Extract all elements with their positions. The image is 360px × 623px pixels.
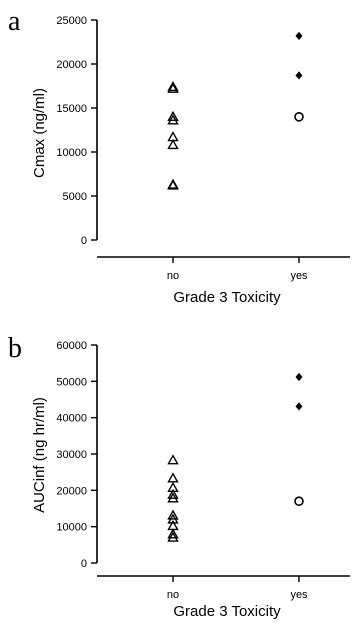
panel-a-point-triangle [167,80,179,92]
panel-a-point-triangle [167,82,179,93]
panel-a-plot-area: 0 5000 10000 15000 20000 25000 no yes [56,15,350,282]
panel-b-y-tick-label: 30000 [56,449,87,461]
panel-b-point-triangle [167,509,179,520]
panel-b-point-triangle [167,488,179,499]
panel-b-y-tick-label: 0 [81,558,87,570]
panel-b-point-circle [294,496,304,507]
panel-a-y-axis-title: Cmax (ng/ml) [31,88,48,178]
panel-a-y-tick-label: 15000 [56,103,87,115]
panel-b-y-tick-label: 40000 [56,413,87,425]
panel-a-y-tick-label: 5000 [63,191,87,203]
panel-b-y-tick-label: 60000 [56,340,87,352]
panel-b-y-tick-label: 10000 [56,522,87,534]
panel-b-x-tick-label: yes [290,589,308,601]
panel-a-point-triangle [167,139,179,150]
panel-a-y-tick-label: 20000 [56,59,87,71]
panel-a: a Cmax (ng/ml) Grade 3 Toxicity 0 5000 100… [8,6,350,306]
panel-a-x-tick-label: yes [290,270,308,282]
panel-a-point-triangle [167,114,179,125]
panel-a-point-triangle [167,110,179,122]
panel-a-x-axis-title: Grade 3 Toxicity [173,289,281,306]
panel-a-y-tick-label: 25000 [56,15,87,27]
panel-b-point-triangle [167,528,179,539]
panel-a-x-tick-label: no [167,270,179,282]
panel-b-point-diamond [295,372,303,382]
panel-b-point-triangle [167,472,179,483]
panel-a-point-triangle [167,179,179,190]
panel-b-x-axis-title: Grade 3 Toxicity [173,603,281,620]
panel-b-x-tick-label: no [167,589,179,601]
panel-b-y-tick-label: 50000 [56,376,87,388]
panel-a-y-tick-label: 0 [81,235,87,247]
panel-b: b AUCinf (ng hr/ml) Grade 3 Toxicity 0 10… [8,333,350,620]
panel-b-letter: b [8,333,22,364]
panel-b-point-triangle [167,513,179,524]
panel-b-y-axis-title: AUCinf (ng hr/ml) [31,397,48,513]
panel-b-plot-area: 0 10000 20000 30000 40000 50000 60000 no yes [56,340,350,601]
panel-b-point-triangle [167,531,179,542]
panel-b-point-triangle [167,454,179,465]
panel-b-point-diamond [295,402,303,411]
panel-a-point-diamond [295,31,303,40]
panel-b-y-tick-label: 20000 [56,485,87,497]
panel-a-point-circle [294,112,304,122]
panel-a-point-diamond [295,71,303,80]
panel-a-y-tick-label: 10000 [56,147,87,159]
panel-b-point-triangle [167,492,179,503]
panel-a-letter: a [8,6,21,37]
